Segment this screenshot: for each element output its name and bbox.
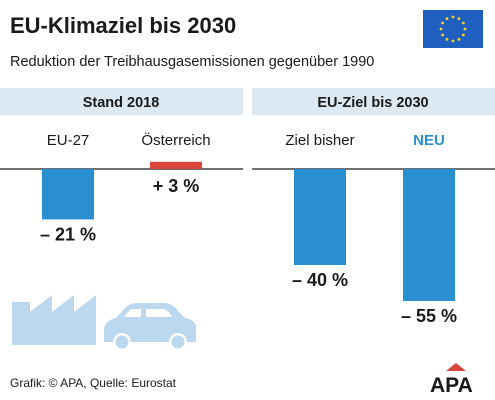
eu-flag-star — [451, 39, 455, 43]
eu-flag-icon — [423, 10, 483, 48]
bar-eu-27 — [42, 169, 94, 220]
chart-title: EU-Klimaziel bis 2030 — [10, 13, 236, 38]
category-label-sterreich: Österreich — [141, 131, 210, 149]
panel-left: Stand 2018 — [0, 88, 243, 115]
value-label-neu: – 55 % — [401, 306, 457, 326]
category-label-neu: NEU — [413, 132, 445, 149]
value-label-eu-27: – 21 % — [40, 224, 96, 244]
eu-flag-star — [462, 21, 465, 25]
apa-logo-roof — [446, 363, 466, 371]
eu-flag-star — [457, 38, 461, 41]
panel-left-title: Stand 2018 — [83, 95, 160, 111]
bar-neu — [403, 169, 455, 301]
value-label-sterreich: + 3 % — [153, 176, 200, 196]
factory-icon — [12, 295, 96, 345]
bar-sterreich — [150, 161, 202, 169]
bars-layer: EU-27 – 21 % Österreich + 3 % Ziel bisher – 4… — [40, 131, 457, 326]
panel-right-header — [252, 88, 495, 115]
value-label-ziel-bisher: – 40 % — [292, 270, 348, 290]
eu-flag-star — [463, 27, 467, 31]
source-note: Grafik: © APA, Quelle: Eurostat — [10, 376, 177, 390]
eu-flag-star — [441, 33, 444, 37]
eu-flag-star — [451, 15, 455, 19]
eu-flag-star — [457, 17, 461, 20]
apa-logo: APA — [430, 363, 473, 397]
car-icon — [104, 303, 196, 351]
bar-ziel-bisher — [294, 169, 346, 265]
panel-left-header — [0, 88, 243, 115]
panel-right-title: EU-Ziel bis 2030 — [317, 95, 428, 111]
eu-flag-star — [445, 17, 449, 20]
panel-right: EU-Ziel bis 2030 — [252, 88, 495, 115]
eu-flag-star — [439, 27, 443, 31]
eu-flag-star — [441, 21, 444, 25]
eu-flag-star — [445, 38, 449, 41]
eu-flag-star — [462, 33, 465, 37]
apa-logo-text: APA — [430, 374, 473, 397]
category-label-ziel-bisher: Ziel bisher — [285, 132, 354, 149]
chart-subtitle: Reduktion der Treibhausgasemissionen geg… — [10, 54, 374, 70]
category-label-eu-27: EU-27 — [47, 132, 90, 149]
